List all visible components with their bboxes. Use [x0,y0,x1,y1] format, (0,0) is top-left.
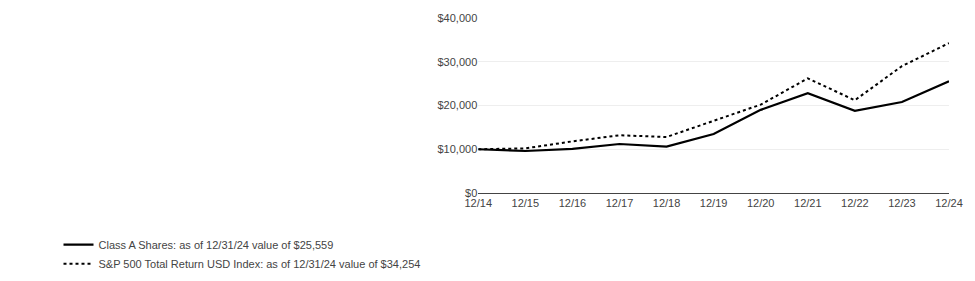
svg-text:12/17: 12/17 [606,197,634,209]
svg-text:12/14: 12/14 [465,197,493,209]
svg-text:12/16: 12/16 [559,197,587,209]
svg-text:12/23: 12/23 [888,197,916,209]
svg-text:$30,000: $30,000 [438,56,478,68]
svg-text:$20,000: $20,000 [438,99,478,111]
svg-text:$10,000: $10,000 [438,143,478,155]
svg-text:12/15: 12/15 [512,197,540,209]
svg-text:12/19: 12/19 [700,197,728,209]
svg-text:12/22: 12/22 [841,197,869,209]
svg-text:S&P 500 Total Return USD Index: S&P 500 Total Return USD Index: as of 12… [99,258,421,270]
svg-text:12/20: 12/20 [747,197,775,209]
svg-text:Class A Shares: as of 12/31/24: Class A Shares: as of 12/31/24 value of … [99,239,334,251]
svg-text:12/21: 12/21 [794,197,822,209]
svg-text:$0: $0 [465,187,477,199]
svg-text:12/18: 12/18 [653,197,681,209]
svg-text:12/24: 12/24 [935,197,963,209]
svg-text:$40,000: $40,000 [438,12,478,24]
